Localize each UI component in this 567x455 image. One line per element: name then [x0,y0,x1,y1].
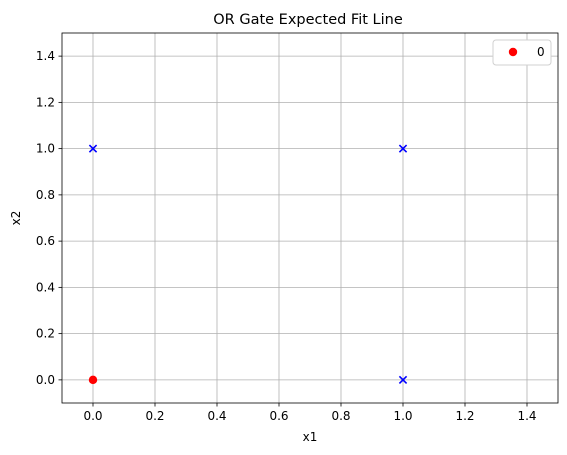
y-tick-label: 0.4 [36,280,55,294]
plot-area-frame [61,32,559,404]
legend-label: 0 [537,45,545,59]
y-axis-ticks: 0.0 0.2 0.4 0.6 0.8 1.0 1.2 1.4 [36,49,62,387]
y-tick-label: 1.0 [36,142,55,156]
x-tick-label: 0.2 [145,409,164,423]
x-axis-label: x1 [303,430,318,444]
y-axis-label: x2 [9,211,23,226]
x-axis-ticks: 0.0 0.2 0.4 0.6 0.8 1.0 1.2 1.4 [83,403,537,423]
y-tick-label: 0.0 [36,373,55,387]
legend-box [492,39,552,66]
x-tick-label: 0.8 [331,409,350,423]
x-tick-label: 0.4 [207,409,226,423]
data-point-circle [88,375,98,385]
data-point-x [398,144,408,153]
x-tick-label: 1.0 [393,409,412,423]
legend-marker-circle [508,47,518,57]
data-points [88,144,408,385]
y-tick-label: 1.2 [36,95,55,109]
y-tick-label: 0.8 [36,188,55,202]
x-tick-label: 1.2 [455,409,474,423]
x-tick-label: 0.6 [269,409,288,423]
y-tick-label: 0.2 [36,327,55,341]
x-tick-label: 1.4 [517,409,536,423]
grid [62,33,558,403]
x-tick-label: 0.0 [83,409,102,423]
y-tick-label: 1.4 [36,49,55,63]
data-point-x [88,144,98,153]
chart-title: OR Gate Expected Fit Line [213,12,403,28]
data-point-x [398,375,408,385]
legend: 0 [492,39,552,66]
y-tick-label: 0.6 [36,234,55,248]
